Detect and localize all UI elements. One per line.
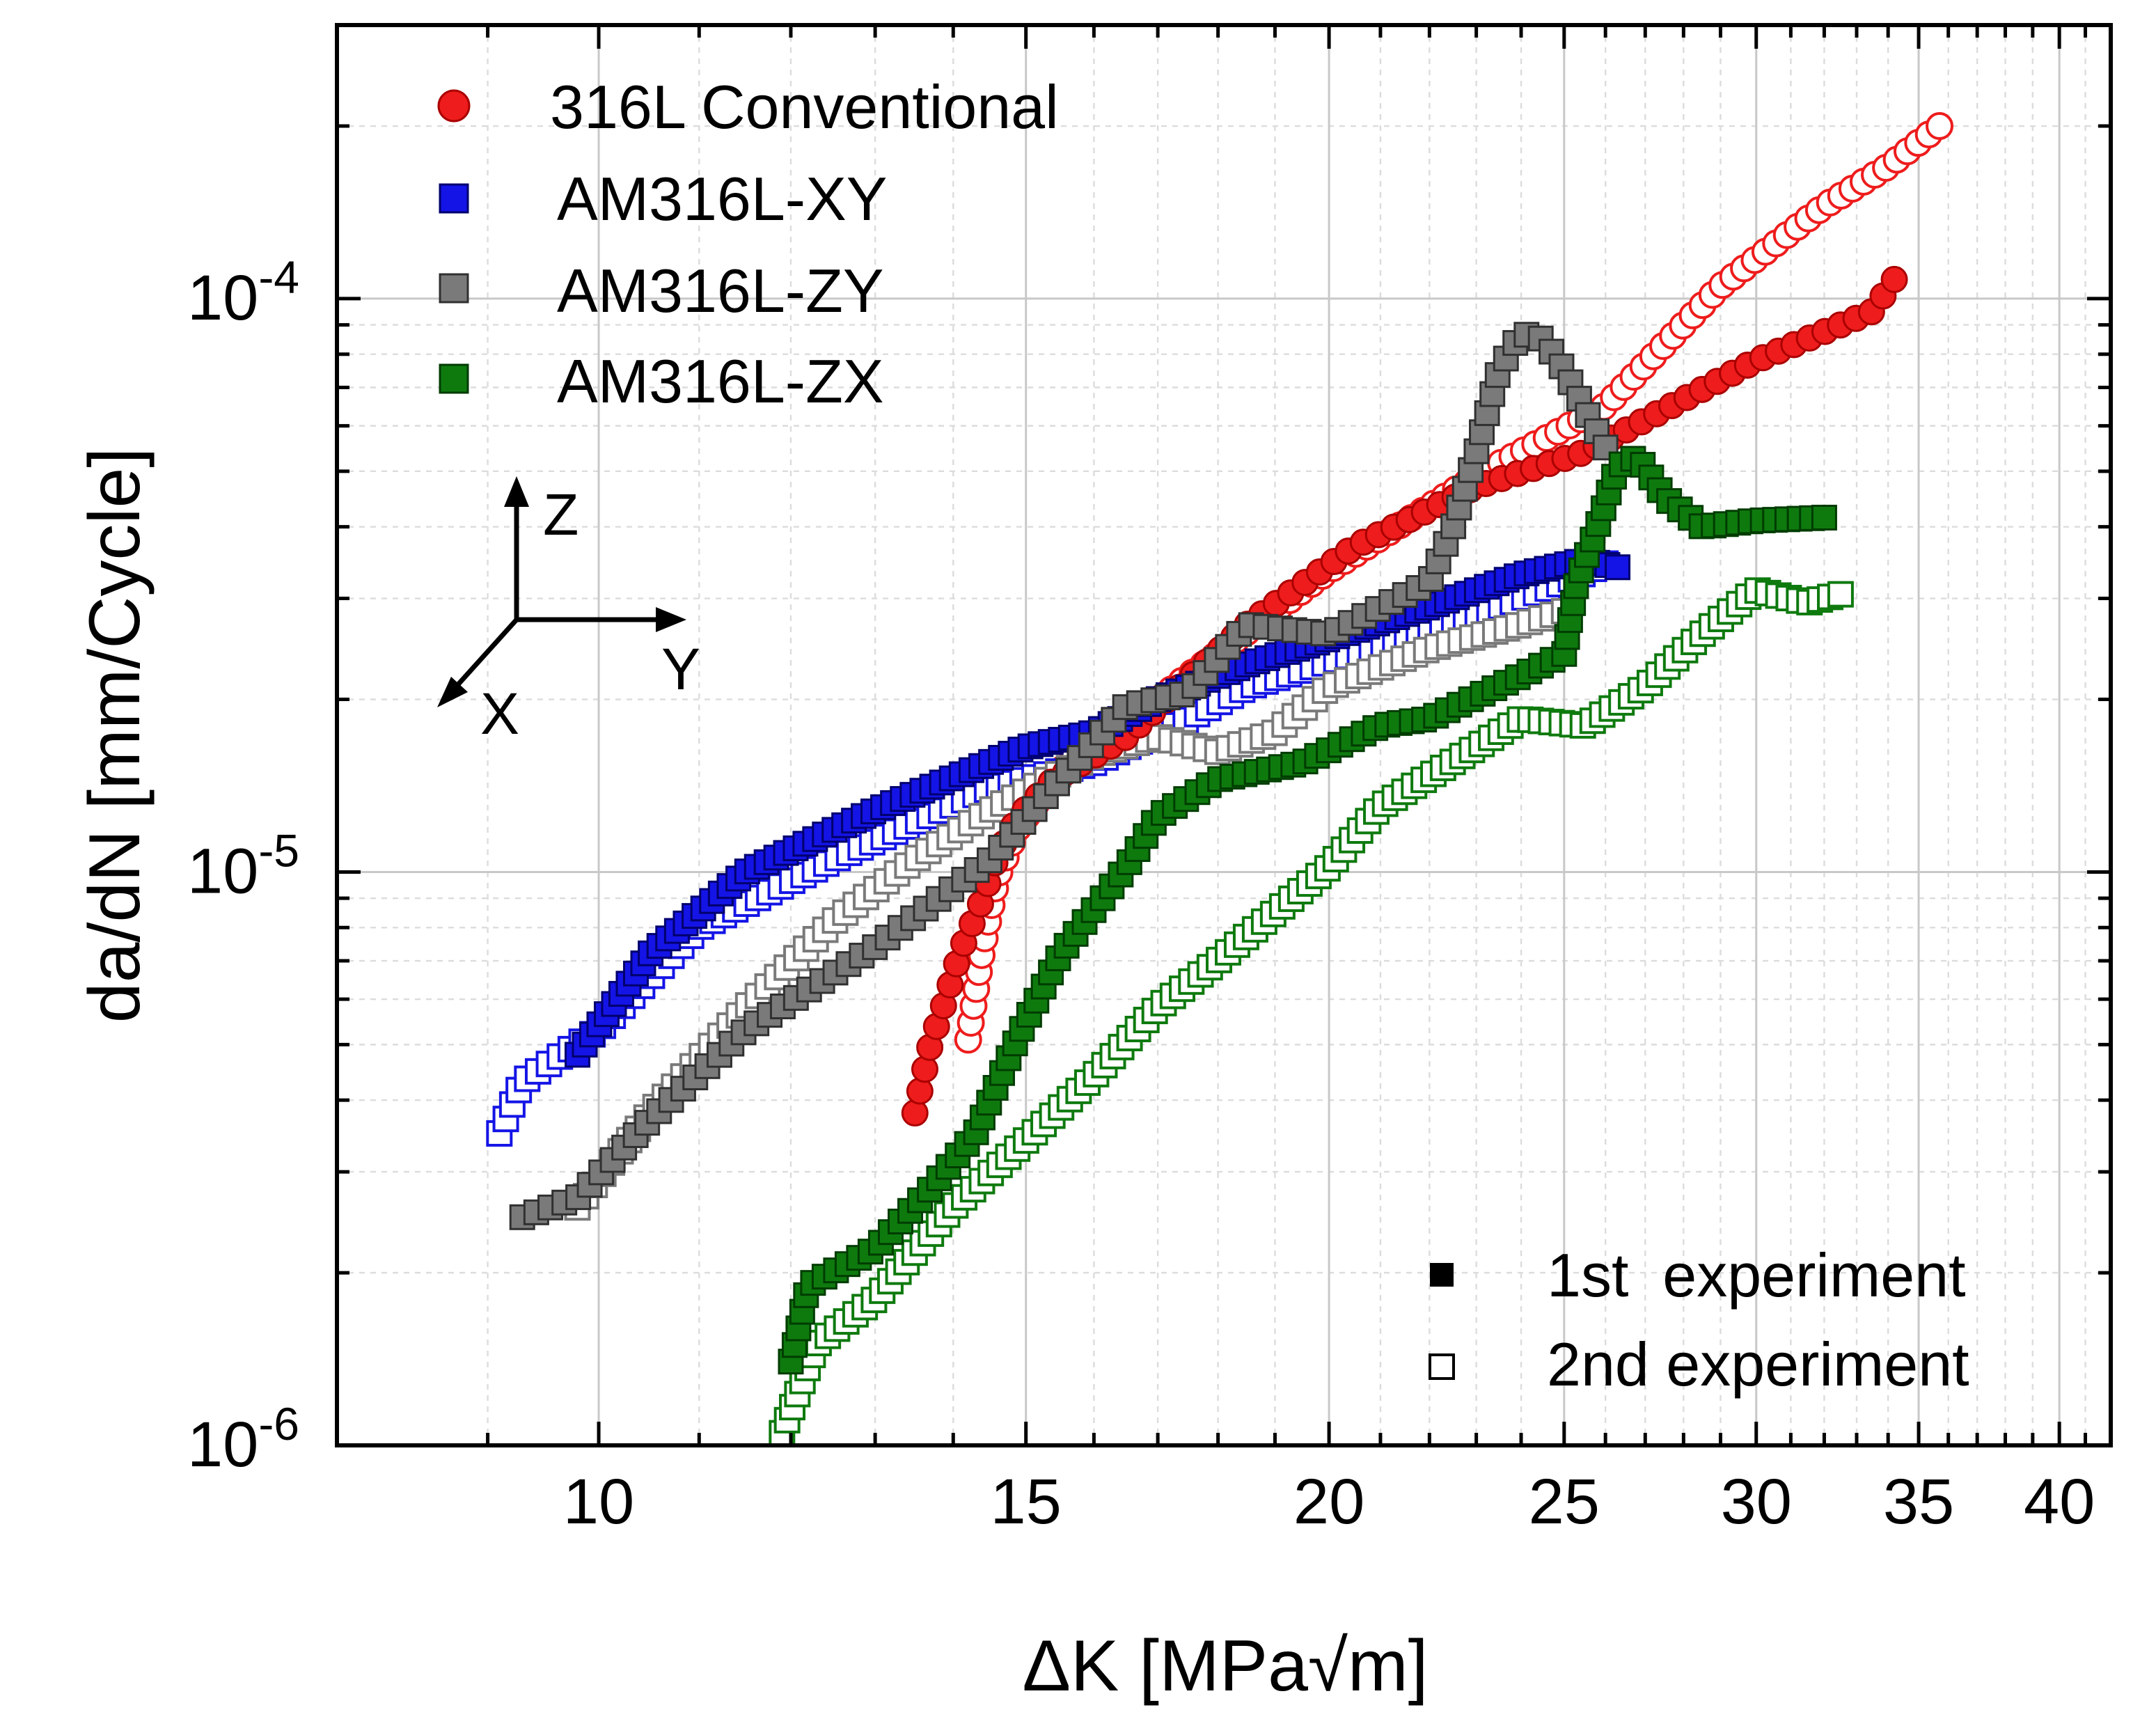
experiment-legend: 1st experiment 2nd experiment — [1429, 1241, 1969, 1399]
x-axis-arrow-line — [450, 618, 519, 693]
y-axis-label: Y — [661, 636, 700, 702]
legend-marker-am316l-zy — [439, 273, 469, 304]
plot-frame — [335, 23, 2113, 1447]
grid — [337, 25, 2111, 1445]
data-point — [911, 1055, 938, 1083]
data-points — [486, 112, 1954, 1447]
legend-label-am316l-zx: AM316L-ZX — [557, 347, 884, 416]
series-am316l-zx-1st — [778, 446, 1837, 1375]
x-axis-title: ΔK [MPa√m] — [1022, 1626, 1428, 1706]
data-point — [1811, 504, 1837, 531]
x-tick-label: 25 — [1529, 1466, 1600, 1537]
x-axis-label: X — [480, 681, 519, 746]
data-point — [906, 1077, 934, 1105]
x-tick-label: 15 — [991, 1466, 1062, 1537]
legend-marker-am316l-zx — [439, 363, 469, 394]
axis-ticks: 10 15 20 25 30 35 40 10-6 10-5 10-4 — [187, 25, 2111, 1537]
data-point — [1880, 265, 1908, 293]
data-point — [901, 1099, 929, 1127]
y-axis-arrowhead — [656, 607, 686, 632]
x-tick-label: 20 — [1293, 1466, 1364, 1537]
x-tick-label: 30 — [1721, 1466, 1792, 1537]
data-point — [1926, 112, 1954, 141]
legend: 316L Conventional AM316L-XY AM316L-ZY AM… — [437, 72, 1059, 416]
z-axis-arrowhead — [504, 476, 529, 507]
data-point — [1605, 554, 1631, 581]
legend-label-2nd-experiment: 2nd experiment — [1547, 1330, 1969, 1399]
legend-marker-2nd-experiment — [1429, 1353, 1455, 1380]
legend-label-316l-conventional: 316L Conventional — [550, 72, 1059, 141]
legend-marker-am316l-xy — [439, 183, 469, 214]
y-axis-title: da/dN [mm/Cycle] — [74, 448, 155, 1023]
y-tick-label: 10-5 — [187, 824, 299, 906]
y-tick-label: 10-4 — [187, 251, 299, 333]
legend-marker-316l-conventional — [437, 89, 471, 123]
series-am316l-zy-1st — [509, 322, 1619, 1230]
data-point — [1827, 581, 1854, 608]
legend-label-am316l-xy: AM316L-XY — [557, 164, 887, 233]
legend-marker-1st-experiment — [1430, 1263, 1454, 1287]
y-tick-label: 10-6 — [187, 1398, 299, 1480]
legend-label-am316l-zy: AM316L-ZY — [557, 256, 884, 325]
x-tick-label: 10 — [563, 1466, 634, 1537]
x-tick-label: 40 — [2024, 1466, 2095, 1537]
coordinate-axes-diagram: Z Y X — [437, 476, 700, 746]
x-axis-arrowhead — [437, 677, 468, 707]
legend-label-1st-experiment: 1st experiment — [1547, 1241, 1966, 1310]
x-tick-label: 35 — [1883, 1466, 1954, 1537]
z-axis-label: Z — [543, 482, 579, 547]
